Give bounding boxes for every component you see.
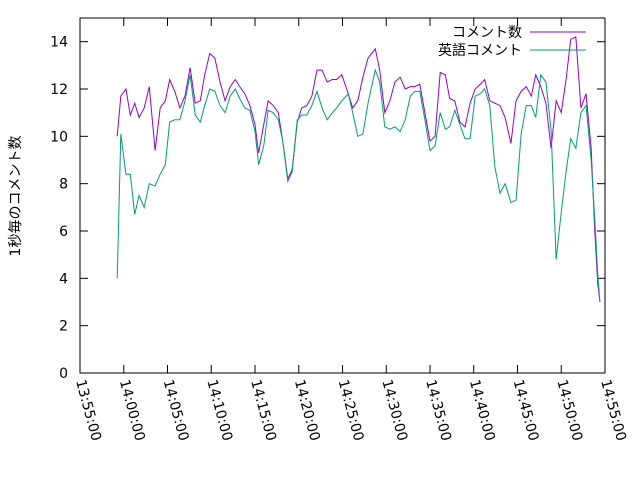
legend-label: 英語コメント bbox=[438, 42, 522, 59]
x-tick-label: 14:10:00 bbox=[203, 378, 235, 443]
x-tick-label: 14:50:00 bbox=[553, 378, 585, 443]
y-axis-label: 1秒毎のコメント数 bbox=[8, 136, 24, 257]
x-tick-label: 14:00:00 bbox=[116, 378, 148, 443]
x-tick-label: 13:55:00 bbox=[72, 378, 104, 443]
y-tick-label: 10 bbox=[50, 129, 68, 145]
x-tick-label: 14:55:00 bbox=[597, 378, 629, 443]
x-tick-label: 14:30:00 bbox=[378, 378, 410, 443]
y-tick-label: 14 bbox=[50, 35, 68, 51]
x-tick-label: 14:35:00 bbox=[422, 378, 454, 443]
x-tick-label: 14:45:00 bbox=[510, 378, 542, 443]
data-line bbox=[116, 68, 601, 303]
y-tick-label: 12 bbox=[50, 82, 68, 98]
y-tick-label: 2 bbox=[59, 319, 68, 335]
y-tick-label: 0 bbox=[59, 366, 68, 382]
legend-label: コメント数 bbox=[452, 25, 522, 41]
data-line bbox=[116, 36, 601, 303]
x-tick-label: 14:40:00 bbox=[466, 378, 498, 443]
y-tick-label: 4 bbox=[59, 271, 68, 287]
y-tick-label: 6 bbox=[59, 224, 68, 240]
x-tick-label: 14:25:00 bbox=[335, 378, 367, 443]
plot-frame bbox=[79, 17, 606, 374]
x-tick-label: 14:20:00 bbox=[291, 378, 323, 443]
x-tick-label: 14:15:00 bbox=[247, 378, 279, 443]
x-tick-label: 14:05:00 bbox=[160, 378, 192, 443]
y-tick-label: 8 bbox=[59, 177, 68, 193]
